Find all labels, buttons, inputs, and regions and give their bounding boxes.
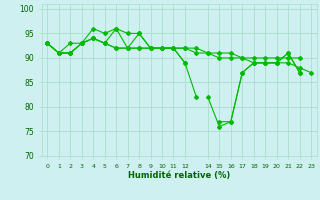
X-axis label: Humidité relative (%): Humidité relative (%) <box>128 171 230 180</box>
